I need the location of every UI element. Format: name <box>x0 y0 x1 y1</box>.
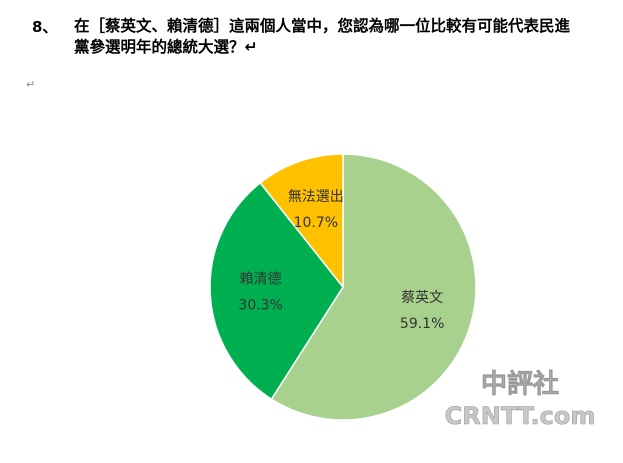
value-label: 10.7% <box>294 215 338 231</box>
watermark: CRNTT.com <box>445 402 596 430</box>
watermark: 中評社 <box>481 369 559 400</box>
value-label: 30.3% <box>238 297 282 313</box>
chart-title: 在［蔡英文、賴清德］這兩個人當中，您認為哪一位比較有可能代表民進黨參選明年的總統… <box>74 17 571 56</box>
question-number: 8、 <box>32 18 58 36</box>
slice-label: 無法選出 <box>288 189 344 205</box>
pie-slice <box>259 153 344 290</box>
pie-slice <box>209 181 344 401</box>
paragraph-mark: ↵ <box>26 78 36 91</box>
pie-slice <box>270 153 477 421</box>
slice-label: 賴清德 <box>240 271 282 287</box>
value-label: 59.1% <box>400 316 444 332</box>
slice-label: 蔡英文 <box>401 289 443 306</box>
